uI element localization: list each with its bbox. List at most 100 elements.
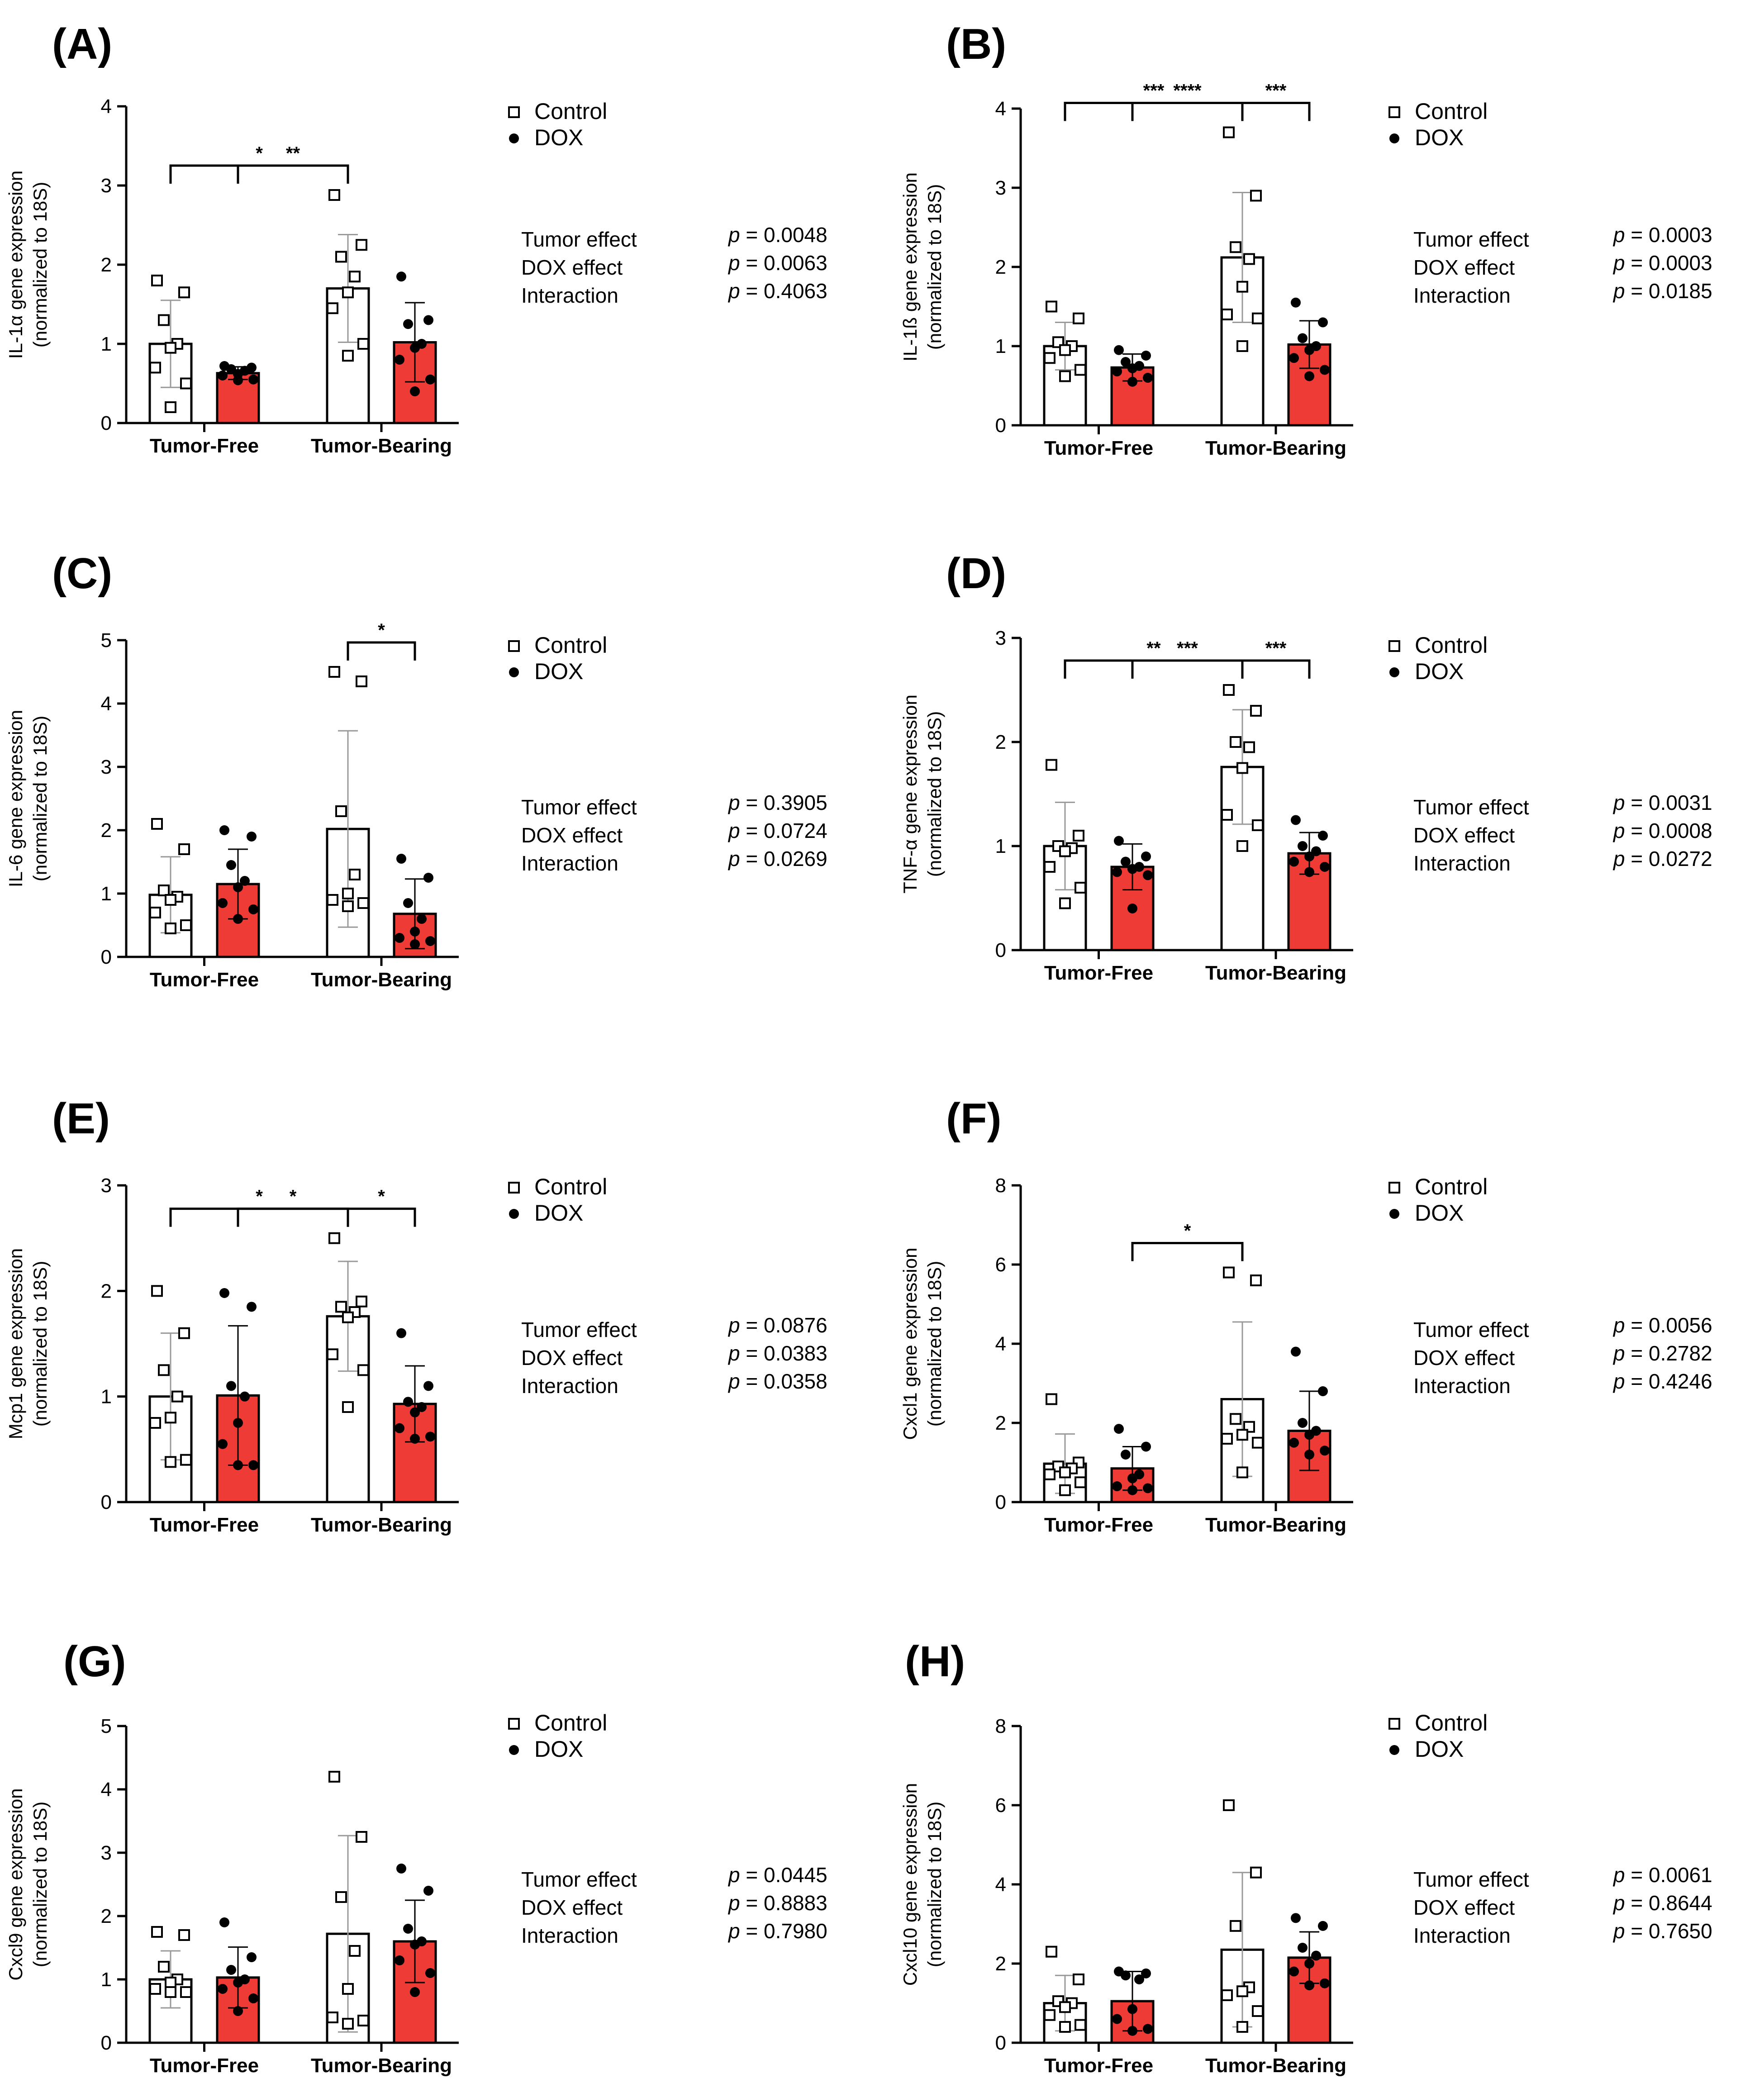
y-tick-label: 1: [101, 1969, 112, 1991]
data-point-control: [328, 189, 340, 201]
data-point-control: [1059, 1484, 1071, 1496]
data-point-control: [1250, 1275, 1262, 1286]
data-point-control: [1221, 1989, 1233, 2001]
stat-label: DOX effect: [1413, 1896, 1515, 1919]
stat-p-value: p = 0.0061: [1612, 1863, 1712, 1887]
p-symbol: p: [727, 1891, 746, 1915]
data-point-dox: [1304, 1959, 1314, 1969]
stat-label: Tumor effect: [1413, 1868, 1529, 1891]
stat-label: Tumor effect: [521, 1868, 637, 1891]
data-point-control: [1075, 364, 1086, 376]
data-point-control: [180, 919, 192, 931]
data-point-dox: [1289, 856, 1299, 867]
data-point-control: [1230, 736, 1241, 748]
data-point-dox: [1298, 1418, 1308, 1428]
y-tick-label: 4: [995, 98, 1006, 120]
data-point-control: [165, 894, 176, 906]
y-axis-label-line1: Cxcl10 gene expression: [899, 1783, 921, 1986]
y-tick-label: 3: [995, 177, 1006, 199]
data-point-dox: [1141, 351, 1151, 361]
data-point-dox: [410, 386, 420, 396]
stat-label: Interaction: [1413, 284, 1511, 307]
y-tick-label: 0: [101, 412, 112, 434]
significance-label: **: [286, 143, 300, 163]
legend-label: DOX: [1415, 125, 1464, 150]
p-value: = 0.2782: [1631, 1341, 1712, 1365]
data-point-dox: [233, 1460, 243, 1470]
data-point-control: [1223, 1799, 1235, 1811]
x-group-label: Tumor-Bearing: [311, 2054, 452, 2077]
data-point-control: [342, 1311, 354, 1323]
legend-marker-control: [508, 1182, 520, 1194]
data-point-control: [1046, 300, 1057, 313]
data-point-dox: [1311, 1950, 1321, 1961]
legend-marker-control: [1388, 1182, 1400, 1194]
p-symbol: p: [727, 1313, 746, 1337]
data-point-control: [1059, 344, 1071, 356]
panel-label: (B): [946, 20, 1006, 68]
data-point-dox: [247, 1302, 257, 1312]
y-axis-label-line1: TNF-α gene expression: [899, 694, 921, 894]
y-axis-label-line1: Mcp1 gene expression: [5, 1248, 26, 1440]
y-tick-label: 3: [995, 627, 1006, 649]
legend-marker-dox: [1389, 1745, 1399, 1755]
data-point-control: [180, 1454, 192, 1466]
data-point-control: [1075, 1476, 1086, 1489]
y-axis-label-line2: (normalized to 18S): [924, 184, 945, 350]
data-point-control: [328, 1771, 340, 1783]
data-point-dox: [410, 1987, 420, 1997]
data-point-control: [1075, 2019, 1086, 2031]
stat-p-value: p = 0.0031: [1612, 791, 1712, 814]
p-value: = 0.0056: [1631, 1313, 1712, 1337]
data-point-dox: [1112, 2014, 1122, 2024]
y-tick-label: 2: [101, 1905, 112, 1927]
y-tick-label: 2: [995, 731, 1006, 753]
legend-label: DOX: [534, 1200, 583, 1226]
y-axis-label-line2: (normalized to 18S): [924, 711, 945, 877]
y-tick-label: 2: [995, 256, 1006, 278]
data-point-control: [165, 342, 176, 354]
data-point-control: [342, 2018, 354, 2030]
data-point-dox: [248, 904, 258, 914]
data-point-control: [356, 239, 367, 251]
y-axis-label: IL-1α gene expression (normalized to 18S): [5, 171, 51, 359]
p-value: = 0.8644: [1631, 1891, 1712, 1915]
y-axis-label: Cxcl1 gene expression (normalized to 18S): [899, 1248, 945, 1440]
data-point-dox: [1298, 333, 1308, 343]
data-point-control: [151, 1285, 163, 1297]
data-point-dox: [1291, 1913, 1301, 1923]
data-point-dox: [1291, 1346, 1301, 1357]
data-point-control: [1059, 897, 1071, 909]
stat-label: DOX effect: [1413, 823, 1515, 847]
data-point-dox: [1112, 1481, 1122, 1491]
data-point-dox: [403, 319, 413, 329]
data-point-dox: [395, 933, 404, 943]
stat-p-value: p = 0.4246: [1612, 1370, 1712, 1393]
data-point-control: [1221, 309, 1233, 320]
data-point-control: [1059, 370, 1071, 382]
data-point-dox: [410, 927, 420, 937]
data-point-control: [1046, 1393, 1057, 1405]
data-point-dox: [233, 914, 243, 924]
data-point-control: [165, 923, 176, 934]
y-axis-label-line2: (normalized to 18S): [29, 182, 51, 348]
y-tick-label: 1: [101, 883, 112, 905]
data-point-dox: [233, 1978, 243, 1988]
x-group-label: Tumor-Free: [150, 435, 259, 457]
stat-p-value: p = 0.7650: [1612, 1919, 1712, 1943]
significance-label: *: [1184, 1221, 1191, 1241]
data-point-control: [180, 1986, 192, 1998]
p-symbol: p: [727, 223, 746, 247]
data-point-dox: [423, 873, 433, 883]
data-point-dox: [395, 1955, 404, 1965]
data-point-control: [327, 894, 338, 906]
p-symbol: p: [1612, 1891, 1631, 1915]
significance-bracket: [1241, 659, 1311, 679]
data-point-dox: [240, 876, 250, 886]
p-symbol: p: [1612, 279, 1631, 303]
p-value: = 0.0031: [1631, 791, 1712, 814]
y-axis-label-line2: (normalized to 18S): [924, 1802, 945, 1968]
p-symbol: p: [1612, 847, 1631, 870]
data-point-control: [149, 361, 161, 374]
significance-bracket: [347, 641, 416, 661]
